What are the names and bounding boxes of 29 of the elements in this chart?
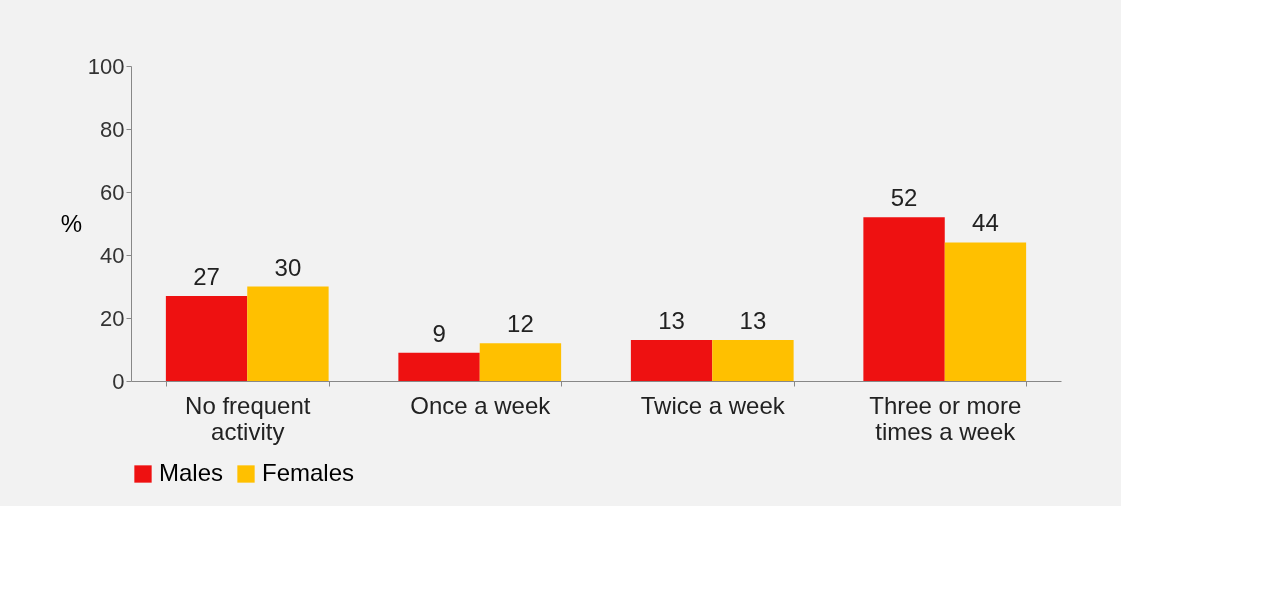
- data-label: 13: [739, 307, 767, 335]
- y-tick-label: 100: [87, 53, 125, 79]
- data-label: 27: [193, 262, 220, 290]
- y-axis-title: %: [60, 209, 83, 237]
- data-label: 9: [432, 319, 446, 347]
- data-label: 30: [274, 253, 302, 281]
- data-label: 12: [507, 310, 534, 338]
- data-label: 44: [972, 209, 999, 237]
- x-tick-label: No frequent activity: [185, 391, 311, 445]
- y-tick-label: 0: [112, 368, 125, 394]
- y-tick-label: 20: [100, 305, 125, 331]
- bar: [247, 286, 329, 381]
- x-tick-label: Three or more times a week: [869, 391, 1022, 445]
- y-tick-label: 60: [100, 179, 125, 205]
- bar: [479, 343, 562, 381]
- data-label: 13: [658, 307, 685, 335]
- bar: [630, 340, 713, 381]
- bar: [863, 217, 945, 381]
- bar: [712, 340, 794, 381]
- data-label: 52: [890, 184, 918, 212]
- y-tick-label: 40: [100, 242, 125, 268]
- bar: [398, 352, 480, 381]
- x-tick-label: Twice a week: [640, 391, 786, 419]
- legend-label: Females: [262, 459, 355, 486]
- bar: [165, 295, 248, 381]
- bar: [944, 242, 1027, 381]
- y-tick-label: 80: [100, 116, 125, 142]
- x-tick-label: Once a week: [410, 391, 552, 419]
- legend-label: Males: [159, 459, 224, 486]
